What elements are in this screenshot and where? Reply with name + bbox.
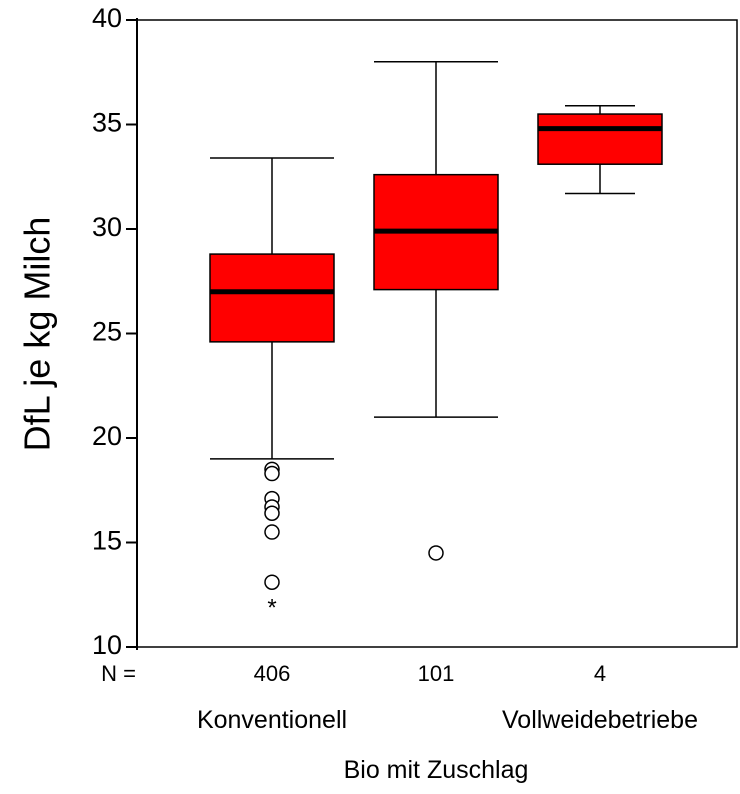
y-tick-label: 20 xyxy=(92,421,122,451)
n-count: 406 xyxy=(254,661,291,686)
outlier-point xyxy=(264,505,280,521)
extreme-point: * xyxy=(267,594,276,621)
outlier-point xyxy=(264,465,280,482)
n-count: 101 xyxy=(418,661,455,686)
n-counts: 406 101 4 xyxy=(254,661,606,686)
y-tick-label: 40 xyxy=(92,3,122,33)
box-vollweidebetriebe xyxy=(537,113,663,165)
y-tick-label: 30 xyxy=(92,212,122,242)
x-category-label: Konventionell xyxy=(197,706,347,734)
boxes-layer: * xyxy=(209,61,663,621)
x-category-label: Bio mit Zuschlag xyxy=(344,756,529,784)
y-tick-label: 10 xyxy=(92,630,122,660)
y-tick-label: 25 xyxy=(92,317,122,347)
outlier-point xyxy=(428,545,444,561)
outlier-point xyxy=(264,574,280,590)
y-axis-ticks: 10 15 20 25 30 35 40 xyxy=(92,3,137,660)
box-konventionell xyxy=(209,253,335,343)
y-axis-label: DfL je kg Milch xyxy=(17,217,58,452)
n-label: N = xyxy=(101,661,136,686)
outlier-point xyxy=(264,524,280,540)
y-tick-label: 15 xyxy=(92,526,122,556)
x-category-labels: Konventionell Bio mit Zuschlag Vollweidebe… xyxy=(197,706,698,784)
y-tick-label: 35 xyxy=(92,108,122,138)
x-category-label: Vollweidebetriebe xyxy=(502,706,698,734)
n-count: 4 xyxy=(594,661,606,686)
